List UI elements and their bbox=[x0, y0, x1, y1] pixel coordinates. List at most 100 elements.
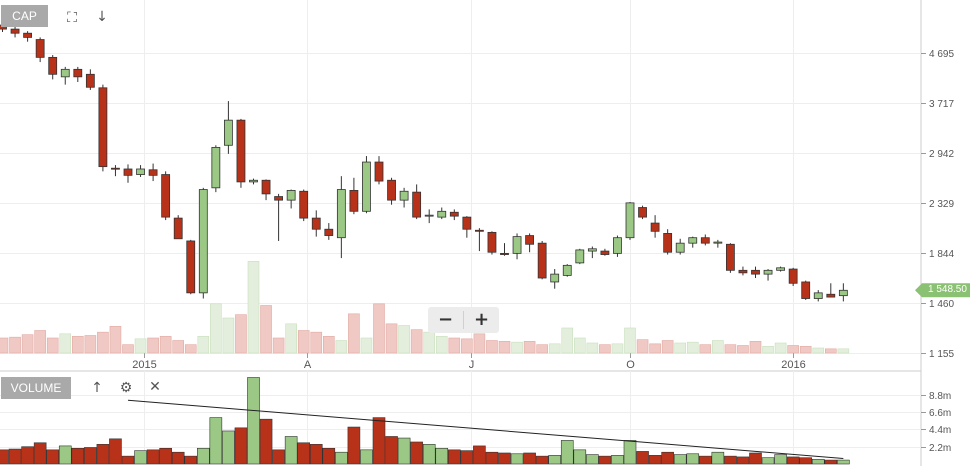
volume-overlay-bar bbox=[561, 327, 574, 354]
candle-body bbox=[161, 174, 171, 218]
volume-bar bbox=[824, 459, 838, 465]
volume-bar bbox=[184, 455, 198, 465]
volume-overlay-bar bbox=[837, 348, 850, 354]
candle-body bbox=[675, 242, 685, 253]
volume-overlay-bar bbox=[712, 340, 724, 354]
volume-bar bbox=[473, 445, 486, 465]
volume-overlay-bar bbox=[210, 303, 222, 354]
volume-bar bbox=[811, 458, 825, 465]
arrow-up-icon[interactable]: ↑ bbox=[91, 380, 103, 396]
candle-body bbox=[474, 229, 484, 232]
price-tick-label: 3 717 bbox=[929, 99, 954, 110]
candle-body bbox=[487, 231, 497, 253]
candle-body bbox=[424, 214, 434, 217]
volume-tick-label: 4.4m bbox=[929, 425, 951, 436]
candle-body bbox=[512, 236, 522, 254]
volume-overlay-bar bbox=[222, 317, 235, 354]
volume-overlay-bar bbox=[59, 333, 72, 354]
volume-bar bbox=[611, 455, 624, 465]
volume-overlay-bar bbox=[536, 344, 548, 354]
volume-overlay-bar bbox=[272, 337, 285, 354]
volume-overlay-bar bbox=[134, 338, 147, 354]
volume-overlay-bar bbox=[360, 337, 373, 354]
volume-tick-label: 8.8m bbox=[929, 391, 951, 402]
volume-bar bbox=[109, 438, 122, 465]
candle-body bbox=[838, 289, 848, 297]
candle-body bbox=[23, 32, 33, 38]
volume-overlay-bar bbox=[473, 333, 486, 354]
candle-body bbox=[575, 249, 585, 264]
price-tick-label: 2 329 bbox=[929, 199, 954, 210]
candle-body bbox=[537, 242, 547, 279]
volume-overlay-bar bbox=[624, 327, 636, 354]
candle-body bbox=[613, 237, 622, 254]
last-price-label: 1 548.50 bbox=[928, 284, 967, 296]
volume-bar bbox=[21, 446, 34, 465]
volume-pane-label[interactable]: VOLUME bbox=[1, 377, 71, 399]
volume-overlay-bar bbox=[297, 330, 310, 354]
volume-overlay-bar bbox=[72, 336, 84, 354]
candle-body bbox=[35, 39, 45, 58]
candle-body bbox=[324, 228, 334, 236]
volume-overlay-bar bbox=[461, 338, 473, 354]
volume-overlay-bar bbox=[486, 340, 498, 354]
volume-overlay-bar bbox=[599, 344, 611, 354]
arrow-down-icon[interactable]: ↓ bbox=[96, 9, 108, 25]
volume-bar bbox=[598, 455, 612, 465]
candle-body bbox=[98, 87, 108, 168]
candle-body bbox=[412, 191, 422, 218]
volume-overlay-bar bbox=[109, 326, 122, 354]
candle-body bbox=[249, 179, 258, 183]
price-pane-label[interactable]: CAP bbox=[1, 5, 48, 27]
volume-bar bbox=[686, 453, 700, 465]
volume-overlay-bar bbox=[448, 337, 461, 354]
volume-bar bbox=[96, 444, 110, 465]
candle-body bbox=[700, 237, 710, 244]
zoom-out-button[interactable]: − bbox=[437, 309, 454, 330]
volume-overlay-bar bbox=[147, 337, 159, 354]
volume-overlay-bar bbox=[699, 344, 712, 354]
gear-icon[interactable]: ⚙ bbox=[119, 380, 133, 396]
zoom-in-button[interactable]: + bbox=[473, 309, 490, 330]
volume-bar bbox=[197, 447, 210, 465]
candle-body bbox=[198, 189, 208, 294]
close-icon[interactable]: ✕ bbox=[149, 379, 161, 395]
volume-overlay-bar bbox=[724, 344, 737, 354]
volume-bar bbox=[209, 417, 223, 465]
candle-body bbox=[186, 240, 196, 294]
candle-body bbox=[10, 28, 20, 34]
time-tick-label: O bbox=[626, 359, 635, 371]
volume-bar bbox=[837, 459, 850, 465]
volume-overlay-bar bbox=[34, 330, 46, 354]
price-tick-label: 1 155 bbox=[929, 349, 954, 360]
volume-overlay-bar bbox=[812, 347, 825, 354]
volume-trendline bbox=[127, 399, 844, 459]
candle-body bbox=[462, 216, 472, 230]
candle-body bbox=[374, 161, 384, 182]
candle-body bbox=[148, 169, 158, 176]
volume-overlay-bar bbox=[310, 331, 323, 354]
candle-body bbox=[449, 211, 459, 217]
volume-bar bbox=[360, 449, 373, 465]
candle-body bbox=[813, 292, 823, 299]
volume-bar bbox=[736, 456, 750, 465]
volume-bar bbox=[247, 377, 260, 465]
volume-bar bbox=[259, 418, 273, 465]
volume-bar bbox=[698, 455, 712, 465]
volume-overlay-bar bbox=[649, 343, 661, 354]
volume-bar bbox=[234, 427, 248, 465]
expand-icon[interactable]: ⛶ bbox=[67, 10, 77, 26]
price-tick-label: 1 844 bbox=[929, 249, 954, 260]
volume-overlay-bar bbox=[322, 336, 335, 354]
volume-bar bbox=[84, 447, 97, 465]
candle-body bbox=[349, 189, 359, 212]
candle-body bbox=[136, 168, 145, 175]
candle-body bbox=[48, 56, 58, 75]
volume-overlay-bar bbox=[548, 343, 561, 354]
zoom-divider bbox=[463, 311, 464, 329]
volume-overlay-bar bbox=[749, 341, 762, 354]
volume-bar bbox=[33, 442, 47, 465]
volume-bar bbox=[284, 436, 298, 465]
candle-body bbox=[562, 264, 572, 276]
